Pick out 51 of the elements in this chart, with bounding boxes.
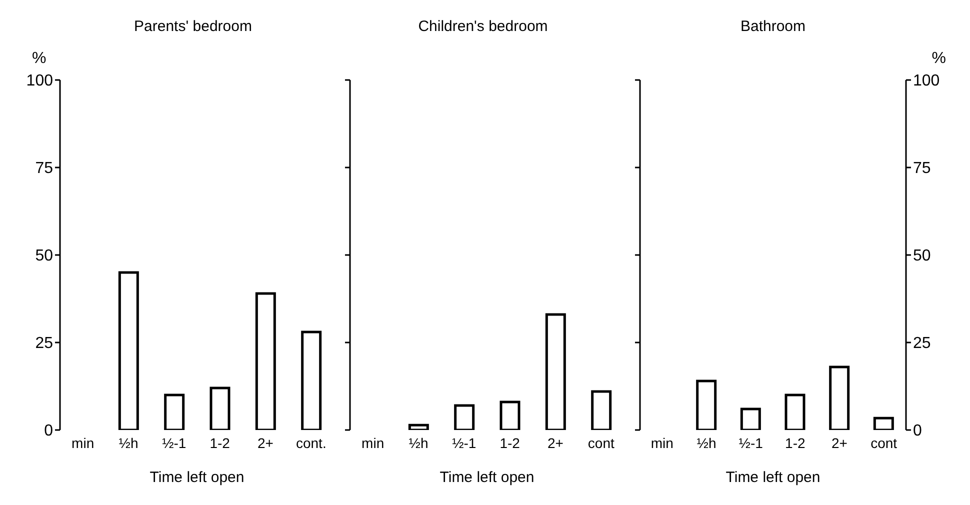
y-tick-label: 0 [44, 422, 54, 440]
x-tick-label: min [72, 434, 94, 451]
x-tick-label: 1-2 [210, 434, 230, 451]
x-tick-label: 1-2 [785, 434, 806, 451]
bar [454, 404, 475, 430]
bar [784, 394, 806, 430]
bar [696, 380, 717, 430]
x-tick-label: cont [870, 434, 898, 451]
x-axis-title: Time left open [440, 469, 534, 486]
x-tick-label: cont [588, 434, 615, 451]
bar [301, 330, 322, 430]
x-tick-label: ½-1 [452, 434, 476, 451]
y2-tick-label: 25 [913, 335, 931, 352]
chart-title: Children's bedroom [417, 18, 549, 35]
x-tick-label: min [362, 434, 384, 451]
x-tick-label: 2+ [258, 434, 274, 451]
x-tick-label: ½h [118, 434, 138, 451]
bar [873, 416, 894, 430]
x-tick-label: 1-2 [500, 434, 520, 451]
y-tick-label: 75 [35, 160, 54, 178]
x-tick-label: cont. [296, 434, 326, 451]
bar [255, 292, 276, 430]
x-tick-label: ½-1 [162, 434, 186, 451]
chart-title: Parents' bedroom [133, 18, 253, 35]
x-tick-label: ½-1 [738, 434, 764, 451]
x-axis-title: Time left open [726, 469, 820, 486]
bar [118, 271, 139, 430]
bar [829, 366, 850, 430]
x-tick-label: min [650, 434, 674, 451]
y2-tick-label: 100 [913, 72, 940, 90]
bar [500, 400, 520, 430]
chart-title: Bathroom [739, 18, 807, 35]
y2-tick-label: 75 [913, 160, 931, 178]
y2-axis-title: % [932, 50, 946, 68]
x-axis-title: Time left open [150, 469, 244, 486]
y-tick-label: 50 [35, 248, 54, 265]
y2-tick-label: 0 [913, 422, 922, 440]
bar [591, 390, 612, 430]
x-tick-label: ½h [408, 434, 428, 451]
bar [210, 386, 230, 430]
y-tick-label: 100 [26, 72, 54, 90]
bar [164, 394, 185, 430]
bar [545, 313, 566, 430]
x-tick-label: ½h [696, 434, 716, 451]
y2-tick-label: 50 [913, 248, 931, 265]
x-tick-label: 2+ [832, 434, 848, 451]
bar [408, 424, 429, 430]
x-tick-label: 2+ [548, 434, 564, 451]
y-tick-label: 25 [35, 335, 54, 352]
bar [740, 408, 761, 430]
y-axis-title: % [32, 50, 46, 68]
